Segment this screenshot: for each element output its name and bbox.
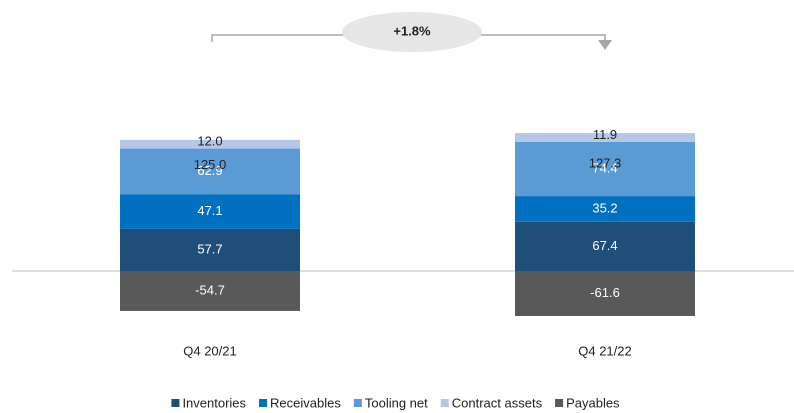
data-label: -54.7 [195, 282, 225, 297]
legend-label: Inventories [182, 395, 246, 410]
data-label: -61.6 [590, 285, 620, 300]
data-label: 12.0 [197, 134, 222, 149]
data-label: 57.7 [197, 241, 222, 256]
data-label: 67.4 [592, 238, 617, 253]
bar-segment [515, 221, 695, 271]
bar-segment [515, 196, 695, 222]
annotation: +1.8% [393, 23, 431, 38]
legend-swatch [259, 399, 268, 407]
bar-segment [120, 148, 300, 195]
legend-swatch [440, 399, 449, 407]
arrow-head [598, 40, 612, 50]
legend-swatch [555, 399, 564, 407]
bar-segment [120, 228, 300, 271]
bar-segment [120, 139, 300, 149]
data-label: 47.1 [197, 203, 222, 218]
bar-segment [120, 271, 300, 311]
legend-label: Receivables [270, 395, 341, 410]
bar-segment [515, 141, 695, 197]
data-label: 62.9 [197, 163, 222, 178]
legend-label: Tooling net [365, 395, 428, 410]
x-tick-label: Q4 21/22 [578, 343, 632, 358]
data-label: 74.4 [592, 160, 617, 175]
legend-swatch [171, 399, 180, 407]
legend-swatch [353, 399, 362, 407]
data-label: 11.9 [593, 127, 617, 142]
bar-segment [515, 133, 695, 142]
total-label: 127.3 [589, 156, 622, 171]
bar-segment [120, 194, 300, 229]
legend-label: Contract assets [452, 395, 543, 410]
annotation-bubble [342, 12, 482, 52]
bar-segment [515, 271, 695, 316]
total-label: 125.0 [194, 157, 227, 172]
x-tick-label: Q4 20/21 [183, 343, 237, 358]
legend-label: Payables [566, 395, 620, 410]
data-label: 35.2 [592, 200, 617, 215]
